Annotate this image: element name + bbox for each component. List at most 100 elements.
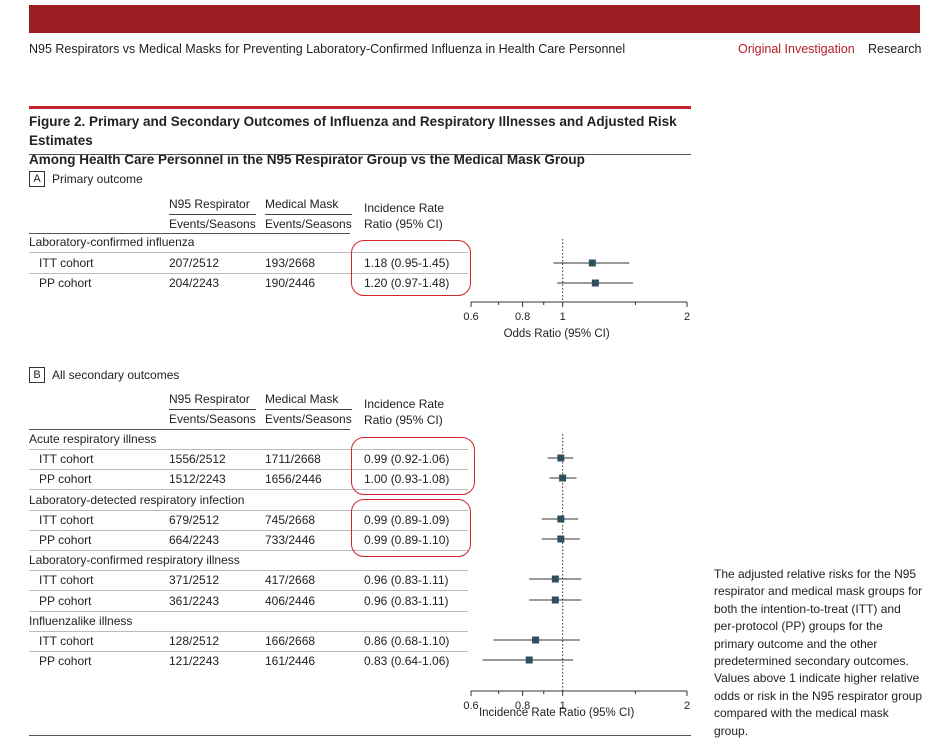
col-header-n95: N95 Respirator Events/Seasons — [169, 390, 256, 429]
col-header-mask: Medical Mask Events/Seasons — [265, 390, 352, 429]
panel-b-letter: B — [29, 367, 45, 383]
col-header-irr-line2: Ratio (95% CI) — [364, 217, 443, 231]
x-axis-label: Incidence Rate Ratio (95% CI) — [479, 707, 634, 719]
row-divider — [29, 489, 468, 490]
row-n95: 128/2512 — [169, 634, 220, 648]
row-irr: 0.99 (0.89-1.09) — [364, 513, 450, 527]
row-divider — [29, 273, 468, 274]
row-label: ITT cohort — [39, 256, 94, 270]
row-label: ITT cohort — [39, 513, 94, 527]
row-n95: 121/2243 — [169, 654, 220, 668]
col-header-n95-line1: N95 Respirator — [169, 195, 256, 215]
x-tick-label: 0.6 — [463, 311, 478, 323]
row-divider — [29, 449, 468, 450]
col-header-n95-line2: Events/Seasons — [169, 217, 256, 231]
row-divider — [29, 469, 468, 470]
row-irr: 0.99 (0.89-1.10) — [364, 533, 450, 547]
x-axis-label: Odds Ratio (95% CI) — [504, 328, 610, 340]
figure-title: Figure 2. Primary and Secondary Outcomes… — [29, 112, 699, 169]
row-label: PP cohort — [39, 472, 92, 486]
row-n95: 361/2243 — [169, 594, 220, 608]
row-divider — [29, 530, 468, 531]
row-label: ITT cohort — [39, 634, 94, 648]
point-estimate-marker — [551, 575, 559, 583]
panel-b-group-label: Influenzalike illness — [29, 614, 133, 628]
panel-b-header-rule — [29, 429, 350, 430]
row-divider — [29, 651, 468, 652]
row-label: PP cohort — [39, 533, 92, 547]
row-mask: 166/2668 — [265, 634, 316, 648]
point-estimate-marker — [557, 535, 565, 543]
point-estimate-marker — [557, 515, 565, 523]
row-n95: 371/2512 — [169, 573, 220, 587]
col-header-mask-line1: Medical Mask — [265, 195, 352, 215]
red-annotation-circle — [351, 437, 475, 495]
row-label: PP cohort — [39, 276, 92, 290]
running-title: N95 Respirators vs Medical Masks for Pre… — [29, 42, 626, 56]
row-mask: 417/2668 — [265, 573, 316, 587]
panel-a-letter: A — [29, 171, 45, 187]
row-divider — [29, 252, 468, 253]
top-color-bar — [29, 5, 920, 33]
figure-caption: The adjusted relative risks for the N95 … — [714, 567, 923, 738]
col-header-irr: Incidence Rate Ratio (95% CI) — [364, 396, 444, 428]
col-header-irr-line1: Incidence Rate — [364, 201, 445, 215]
panel-b-group-label: Acute respiratory illness — [29, 432, 157, 446]
section-label: Original Investigation — [738, 42, 855, 56]
row-irr: 0.96 (0.83-1.11) — [364, 573, 449, 587]
figure-title-line-1: Figure 2. Primary and Secondary Outcomes… — [29, 114, 677, 148]
red-annotation-circle — [351, 499, 471, 557]
row-irr: 1.18 (0.95-1.45) — [364, 256, 450, 270]
row-divider — [29, 590, 468, 591]
x-tick-label: 0.8 — [515, 700, 530, 712]
x-tick-label: 2 — [684, 311, 690, 323]
row-label: ITT cohort — [39, 573, 94, 587]
row-irr: 0.96 (0.83-1.11) — [364, 594, 449, 608]
point-estimate-marker — [532, 636, 540, 644]
x-tick-label: 1 — [560, 311, 566, 323]
row-mask: 406/2446 — [265, 594, 316, 608]
col-header-mask-line2: Events/Seasons — [265, 412, 352, 426]
row-n95: 204/2243 — [169, 276, 220, 290]
panel-b-group-label: Laboratory-confirmed respiratory illness — [29, 553, 240, 567]
row-mask: 1711/2668 — [265, 452, 321, 466]
forest-plot-b: 0.6 0.8 1 2 Incidence Rate Ratio (95% CI) — [463, 434, 690, 719]
panel-b-title: All secondary outcomes — [52, 368, 180, 382]
figure-title-line-2: Among Health Care Personnel in the N95 R… — [29, 152, 585, 167]
panel-a-group-label: Laboratory-confirmed influenza — [29, 235, 195, 249]
row-divider — [29, 550, 468, 551]
row-mask: 193/2668 — [265, 256, 316, 270]
row-mask: 1656/2446 — [265, 472, 322, 486]
row-mask: 161/2446 — [265, 654, 316, 668]
row-n95: 1556/2512 — [169, 452, 226, 466]
figure-title-rule — [29, 106, 691, 109]
point-estimate-marker — [559, 474, 567, 482]
panel-a-title: Primary outcome — [52, 172, 143, 186]
point-estimate-marker — [525, 656, 533, 664]
section-sublabel: Research — [868, 42, 922, 56]
row-irr: 1.00 (0.93-1.08) — [364, 472, 450, 486]
point-estimate-marker — [588, 259, 596, 267]
col-header-irr: Incidence Rate Ratio (95% CI) — [364, 200, 444, 232]
row-irr: 0.99 (0.92-1.06) — [364, 452, 450, 466]
col-header-irr-line1: Incidence Rate — [364, 397, 445, 411]
row-label: PP cohort — [39, 654, 92, 668]
row-divider — [29, 611, 468, 612]
row-n95: 664/2243 — [169, 533, 220, 547]
col-header-mask-line1: Medical Mask — [265, 390, 352, 410]
figure-title-divider — [29, 154, 691, 155]
col-header-n95-line1: N95 Respirator — [169, 390, 256, 410]
x-tick-label: 0.8 — [515, 311, 530, 323]
forest-plot-a: 0.6 0.8 1 2 Odds Ratio (95% CI) — [463, 239, 690, 340]
row-divider — [29, 510, 468, 511]
row-mask: 745/2668 — [265, 513, 316, 527]
col-header-mask: Medical Mask Events/Seasons — [265, 195, 352, 234]
row-irr: 1.20 (0.97-1.48) — [364, 276, 450, 290]
panel-b-group-label: Laboratory-detected respiratory infectio… — [29, 493, 245, 507]
row-label: ITT cohort — [39, 452, 94, 466]
x-tick-label: 2 — [684, 700, 690, 712]
point-estimate-marker — [591, 279, 599, 287]
figure-bottom-rule — [29, 735, 691, 736]
row-irr: 0.86 (0.68-1.10) — [364, 634, 450, 648]
panel-a-header-rule — [29, 233, 350, 234]
